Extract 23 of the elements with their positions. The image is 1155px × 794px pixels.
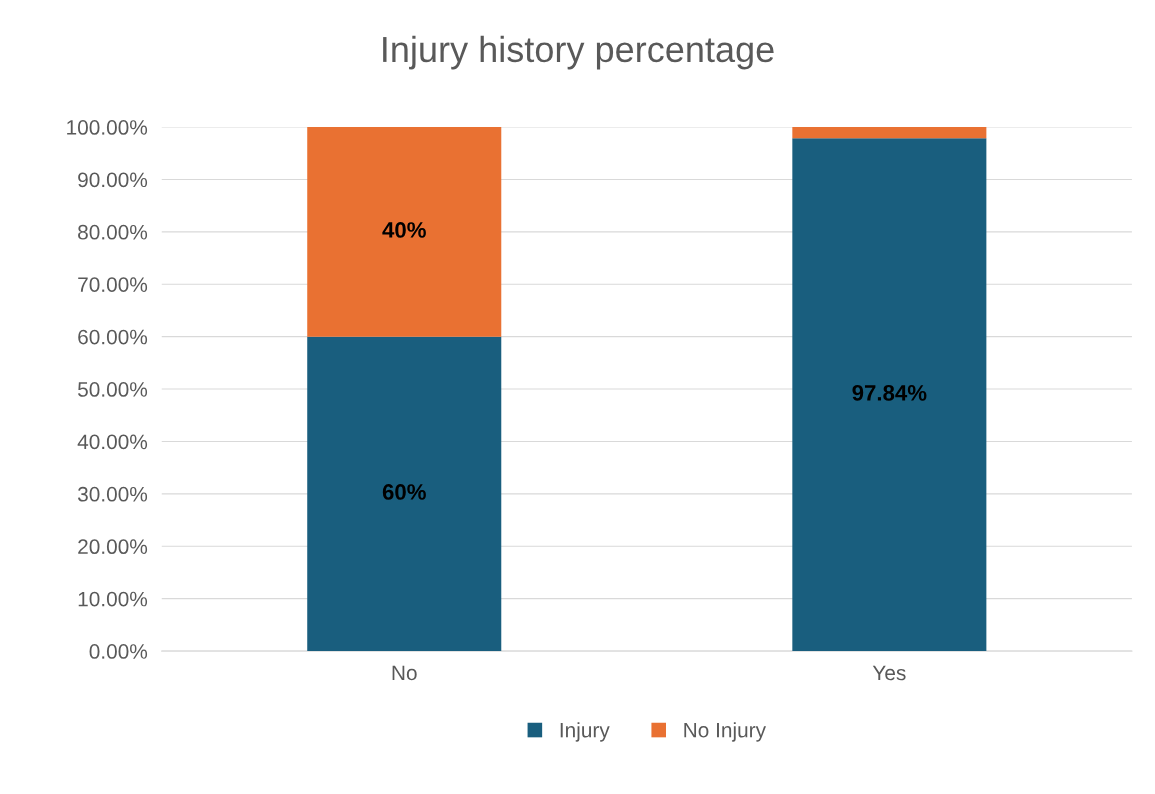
chart-title: Injury history percentage — [383, 35, 774, 70]
data-label: 40% — [382, 222, 426, 238]
y-tick-label: 40.00% — [77, 434, 148, 450]
y-tick-label: 80.00% — [78, 224, 148, 240]
x-tick-label: Yes — [872, 665, 906, 681]
y-tick-label: 90.00% — [78, 172, 148, 188]
y-tick-label: 100.00% — [67, 120, 148, 135]
y-tick-label: 0.00% — [89, 644, 148, 659]
y-tick-label: 10.00% — [78, 591, 148, 607]
bar — [307, 127, 502, 337]
data-label: 97.84% — [852, 384, 927, 401]
y-tick-label: 20.00% — [78, 539, 148, 555]
data-label: 60% — [382, 484, 426, 500]
bar — [792, 138, 987, 652]
bar — [307, 336, 502, 652]
y-tick-label: 50.00% — [77, 382, 148, 397]
y-tick-label: 30.00% — [77, 486, 148, 502]
legend-label: Injury — [560, 722, 610, 742]
bar — [792, 127, 987, 139]
y-tick-label: 70.00% — [78, 277, 148, 293]
legend-label: No Injury — [684, 722, 766, 742]
x-tick-label: No — [392, 665, 417, 681]
y-tick-label: 60.00% — [78, 329, 148, 345]
